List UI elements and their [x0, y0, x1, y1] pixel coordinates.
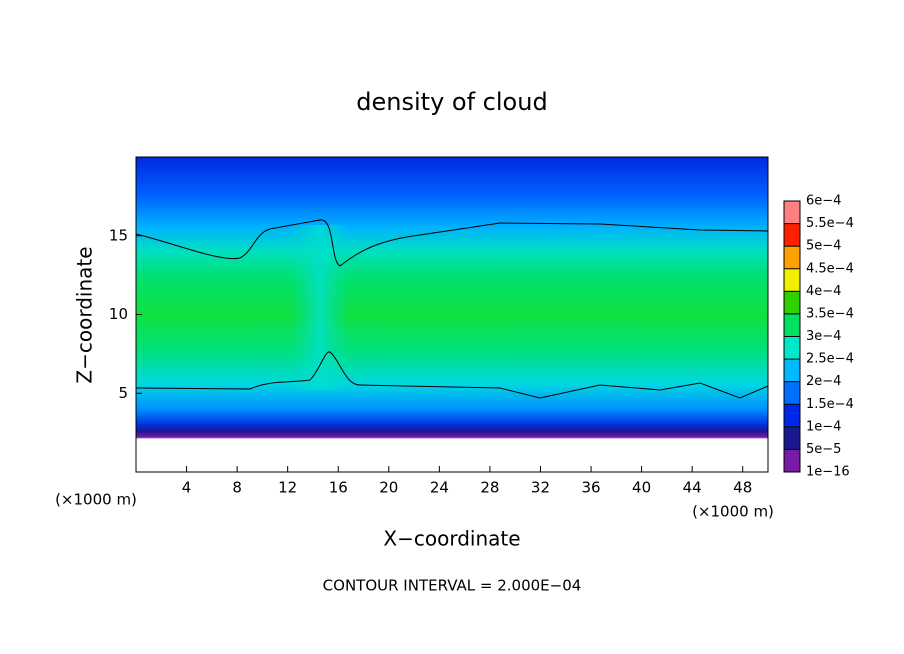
colorbar-swatch — [784, 449, 800, 472]
x-unit-label: (×1000 m) — [55, 491, 137, 509]
colorbar-tick-label: 3e−4 — [806, 329, 841, 344]
colorbar-tick-label: 5e−5 — [806, 442, 841, 457]
x-unit-label: (×1000 m) — [692, 503, 774, 521]
y-tick-label: 15 — [109, 226, 128, 244]
x-tick-label: 4 — [182, 479, 192, 497]
x-tick-label: 36 — [581, 479, 600, 497]
contour-field — [136, 157, 768, 472]
x-tick-label: 40 — [632, 479, 651, 497]
x-tick-label: 44 — [683, 479, 702, 497]
colorbar-swatch — [784, 359, 800, 382]
colorbar-swatch — [784, 313, 800, 337]
x-tick-label: 24 — [430, 479, 449, 497]
colorbar-swatch — [784, 201, 800, 224]
contour-line — [135, 351, 769, 399]
contour-line — [135, 219, 769, 267]
x-tick-label: 48 — [733, 479, 752, 497]
x-tick-label: 12 — [278, 479, 297, 497]
colorbar-tick-label: 1e−16 — [806, 465, 850, 480]
x-tick-label: 32 — [531, 479, 550, 497]
colorbar-tick-label: 6e−4 — [806, 194, 841, 209]
colorbar-swatch — [784, 291, 800, 314]
colorbar-swatch — [784, 246, 800, 269]
colorbar-swatch — [784, 223, 800, 247]
colorbar-swatch — [784, 404, 800, 427]
colorbar-tick-label: 1.5e−4 — [806, 397, 854, 412]
y-tick-label: 5 — [118, 384, 128, 402]
colorbar-swatch — [784, 381, 800, 405]
colorbar-tick-label: 1e−4 — [806, 419, 841, 434]
colorbar-tick-label: 4.5e−4 — [806, 261, 854, 276]
y-tick-label: 10 — [109, 305, 128, 323]
colorbar-swatch — [784, 336, 800, 360]
chart-title: density of cloud — [356, 88, 547, 116]
contour-field — [290, 225, 350, 390]
footnote: CONTOUR INTERVAL = 2.000E−04 — [323, 577, 582, 595]
x-tick-label: 20 — [379, 479, 398, 497]
colorbar-tick-label: 3.5e−4 — [806, 306, 854, 321]
plot-area — [135, 156, 769, 473]
colorbar-tick-label: 4e−4 — [806, 284, 841, 299]
x-axis-label: X−coordinate — [383, 527, 520, 551]
x-tick-label: 8 — [232, 479, 242, 497]
colorbar-tick-label: 2e−4 — [806, 374, 841, 389]
colorbar-tick-label: 5.5e−4 — [806, 216, 854, 231]
x-tick-label: 16 — [329, 479, 348, 497]
colorbar-swatch — [784, 426, 800, 450]
colorbar-tick-label: 5e−4 — [806, 239, 841, 254]
x-tick-label: 28 — [480, 479, 499, 497]
colorbar-tick-label: 2.5e−4 — [806, 352, 854, 367]
y-axis-label: Z−coordinate — [73, 246, 97, 383]
colorbar-swatch — [784, 268, 800, 292]
